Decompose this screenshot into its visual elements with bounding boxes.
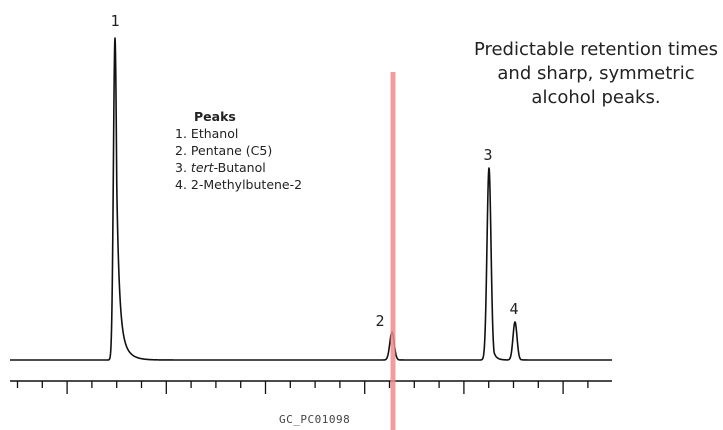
legend-item-name: Pentane (C5) xyxy=(190,143,273,158)
chromatogram-trace xyxy=(9,37,613,361)
legend-item: 1. Ethanol xyxy=(175,125,302,142)
legend-item-name-italic: tert xyxy=(190,160,214,175)
legend-item-number: 1. xyxy=(175,126,187,141)
peak-label: 2 xyxy=(375,312,384,330)
peak-label: 3 xyxy=(483,146,492,164)
legend-item-number: 2. xyxy=(175,143,187,158)
legend-item: 4. 2-Methylbutene-2 xyxy=(175,176,302,193)
note-line-3: alcohol peaks. xyxy=(531,87,661,108)
note-line-1: Predictable retention times xyxy=(473,39,719,60)
legend-title: Peaks xyxy=(194,109,236,124)
legend-item: 2. Pentane (C5) xyxy=(175,142,302,159)
peak-label: 1 xyxy=(110,12,119,30)
legend-item-number: 4. xyxy=(175,177,187,192)
legend-item-name: 2-Methylbutene-2 xyxy=(190,177,303,192)
legend-list: 1. Ethanol 2. Pentane (C5) 3. tert-Butan… xyxy=(175,125,302,193)
chart-note: Predictable retention times and sharp, s… xyxy=(470,38,722,110)
legend-item-number: 3. xyxy=(175,160,187,175)
figure-code: GC_PC01098 xyxy=(279,413,351,426)
legend-item: 3. tert-Butanol xyxy=(175,159,302,176)
legend-item-name: Ethanol xyxy=(190,126,239,141)
legend-item-name: tert-Butanol xyxy=(191,160,266,175)
vertical-marker xyxy=(390,72,396,430)
legend-item-name-suffix: -Butanol xyxy=(213,160,266,175)
note-line-2: and sharp, symmetric xyxy=(497,63,695,84)
peak-label: 4 xyxy=(509,300,518,318)
peaks-legend: Peaks 1. Ethanol 2. Pentane (C5) 3. tert… xyxy=(175,108,302,193)
